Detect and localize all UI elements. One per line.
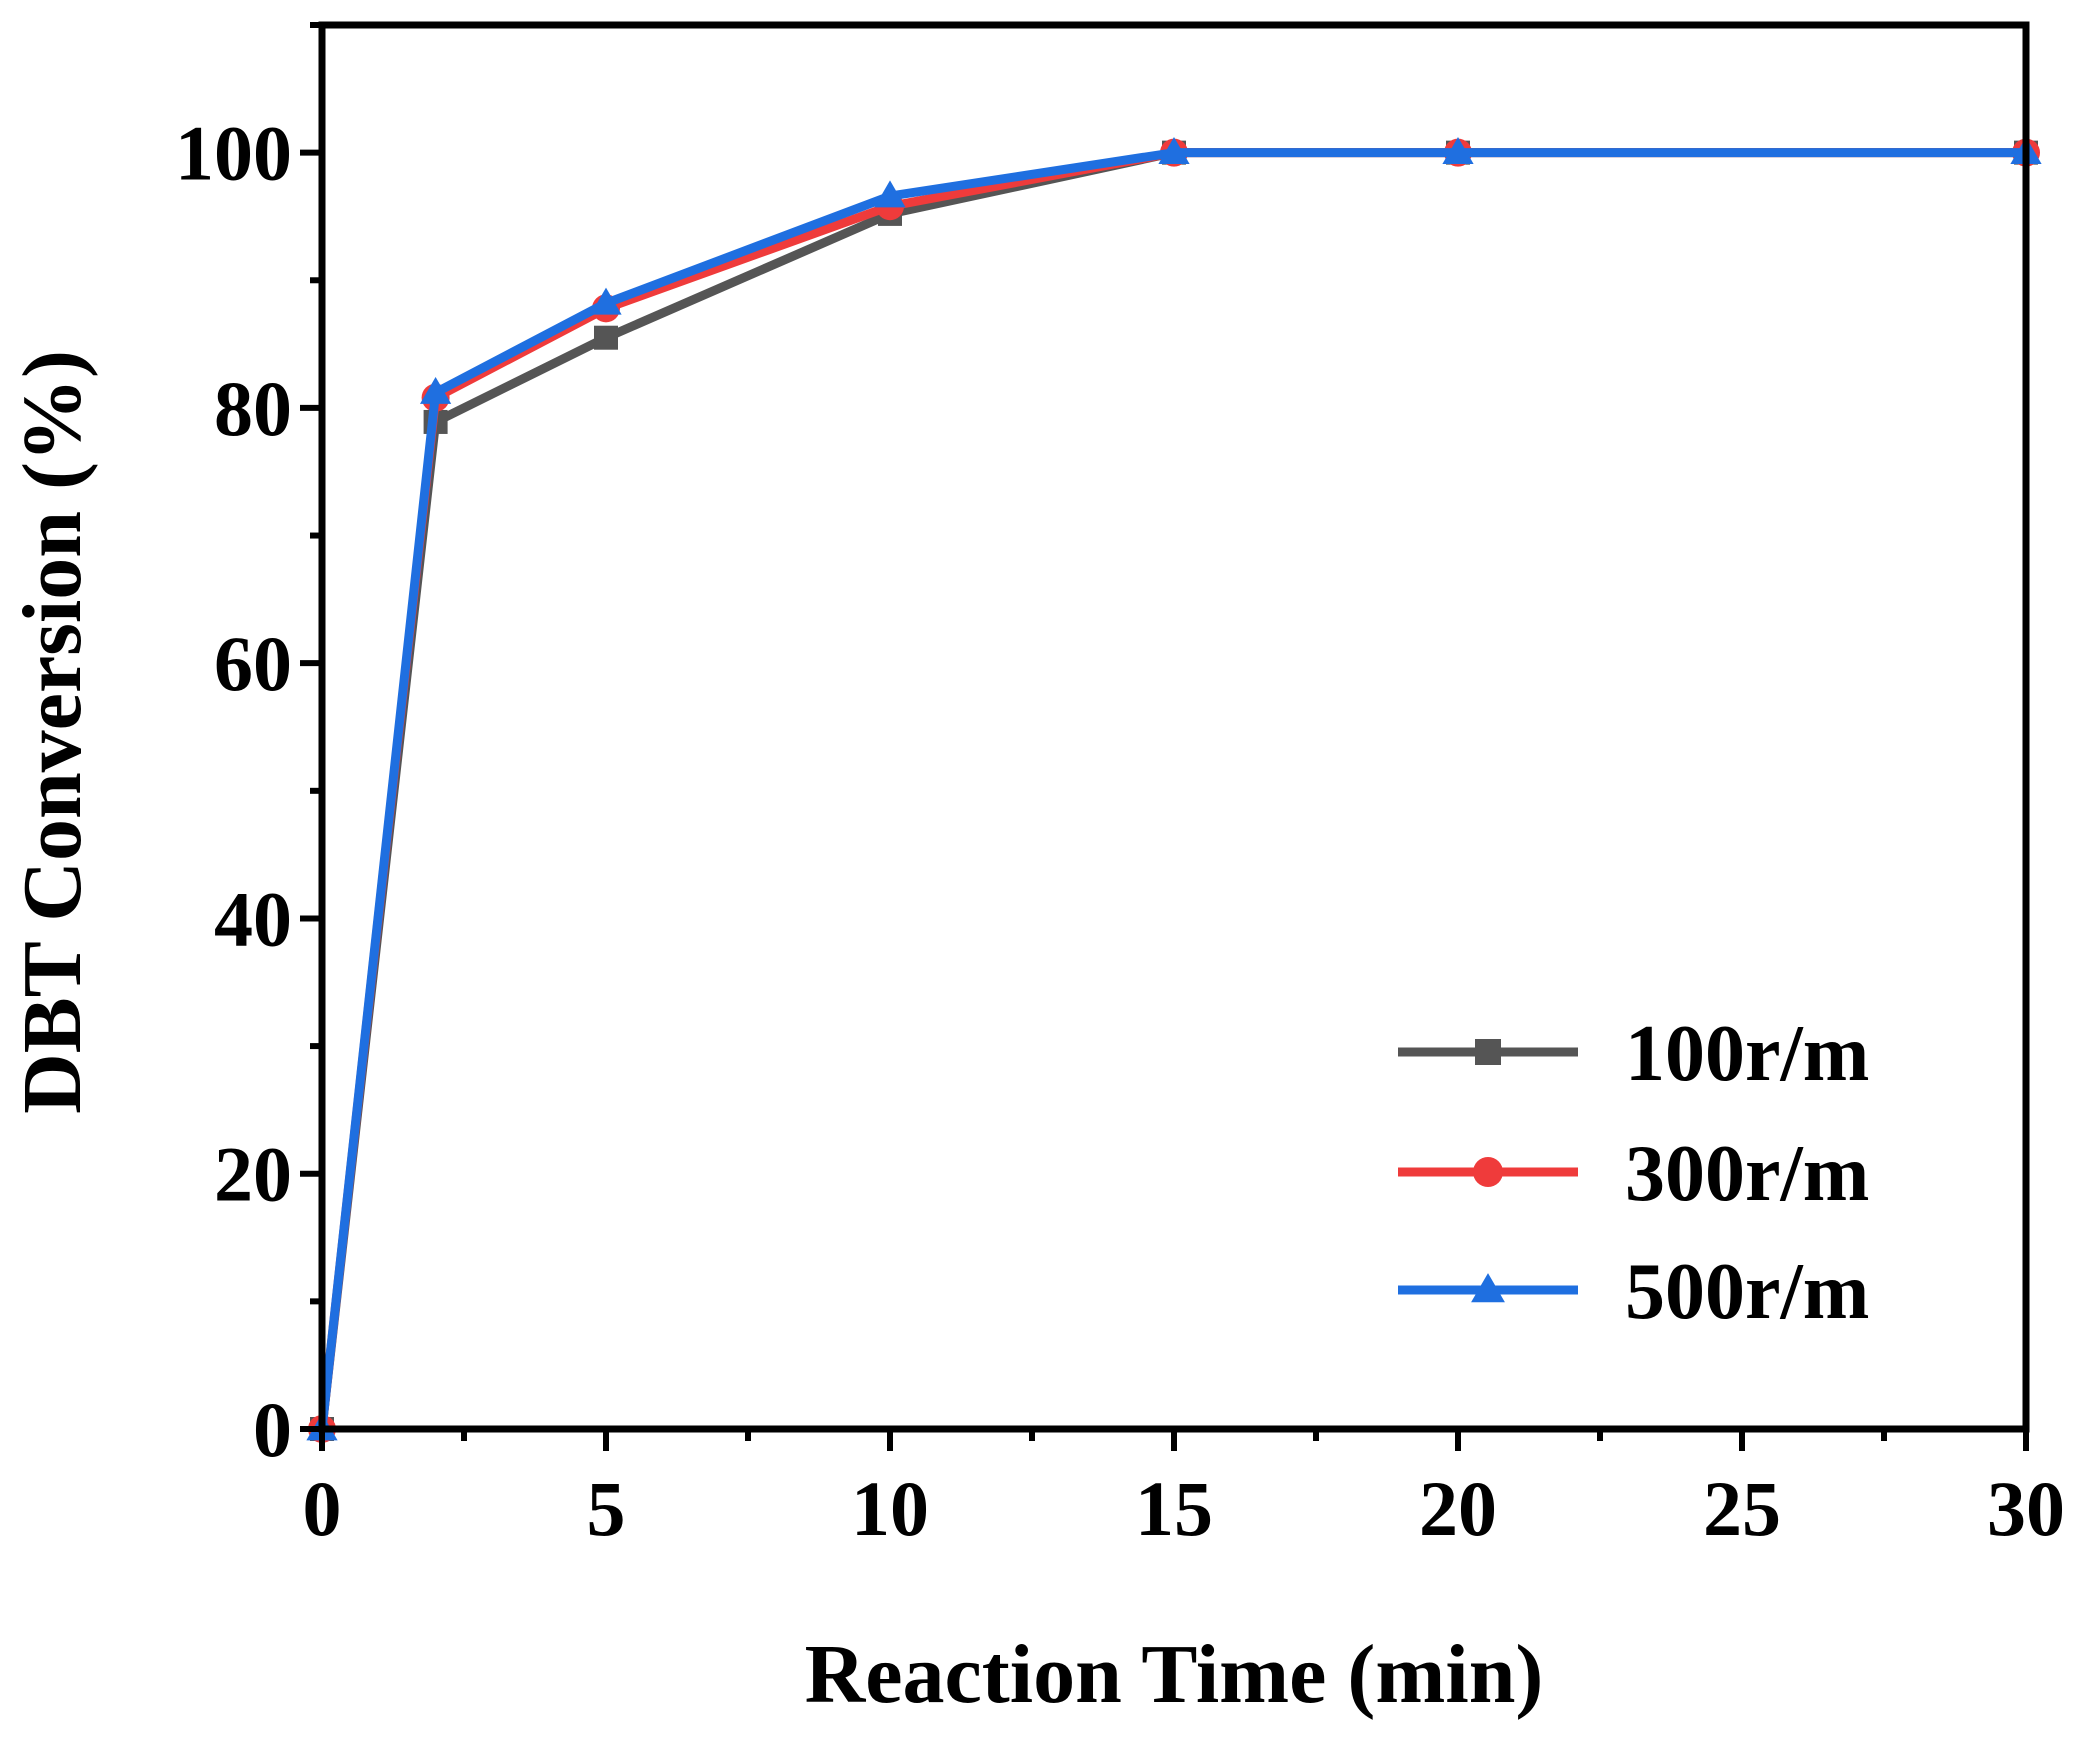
x-tick-label: 0: [303, 1465, 342, 1552]
x-axis-ticks: [319, 1429, 2029, 1451]
x-axis-title: Reaction Time (min): [805, 1628, 1544, 1721]
y-tick-label: 80: [214, 365, 292, 452]
legend-label: 300r/m: [1625, 1130, 1869, 1218]
plot-frame: [318, 21, 2030, 1433]
legend-marker: [1473, 1157, 1503, 1187]
legend-item: 500r/m: [1398, 1248, 1869, 1336]
y-tick-label: 60: [214, 620, 292, 707]
legend: 100r/m 300r/m 500r/m: [1398, 1010, 1869, 1336]
x-tick-label: 10: [851, 1465, 929, 1552]
x-tick-label: 5: [587, 1465, 626, 1552]
data-point: [594, 325, 618, 350]
y-tick-label: 40: [214, 875, 292, 962]
series-line: [317, 148, 2031, 1434]
legend-item: 100r/m: [1398, 1010, 1869, 1098]
x-axis-tick-labels: 0 5 10 15 20 25 30: [303, 1465, 2066, 1552]
y-tick-label: 0: [253, 1386, 292, 1473]
y-axis-tick-labels: 0 20 40 60 80 100: [175, 110, 292, 1473]
y-axis-title: DBT Conversion (%): [6, 350, 99, 1114]
legend-label: 100r/m: [1625, 1010, 1869, 1098]
legend-marker: [1475, 1039, 1501, 1065]
x-tick-label: 20: [1419, 1465, 1497, 1552]
plot-marks: [306, 137, 2042, 1443]
series-500r/m: [306, 137, 2042, 1441]
x-tick-label: 25: [1703, 1465, 1781, 1552]
data-point: [1442, 137, 1474, 164]
series-line: [317, 148, 2031, 1434]
x-tick-label: 15: [1135, 1465, 1213, 1552]
legend-marker: [1471, 1273, 1505, 1303]
data-point: [590, 287, 622, 315]
series-100r/m: [310, 140, 2038, 1441]
legend-label: 500r/m: [1625, 1248, 1869, 1336]
data-point: [419, 376, 452, 404]
y-axis-ticks: [300, 22, 322, 1432]
y-tick-label: 20: [214, 1131, 292, 1218]
x-tick-label: 30: [1987, 1465, 2065, 1552]
y-tick-label: 100: [175, 110, 292, 197]
series-line: [317, 148, 2031, 1434]
data-point: [874, 180, 906, 208]
legend-item: 300r/m: [1398, 1130, 1869, 1218]
data-point: [1158, 137, 1190, 164]
